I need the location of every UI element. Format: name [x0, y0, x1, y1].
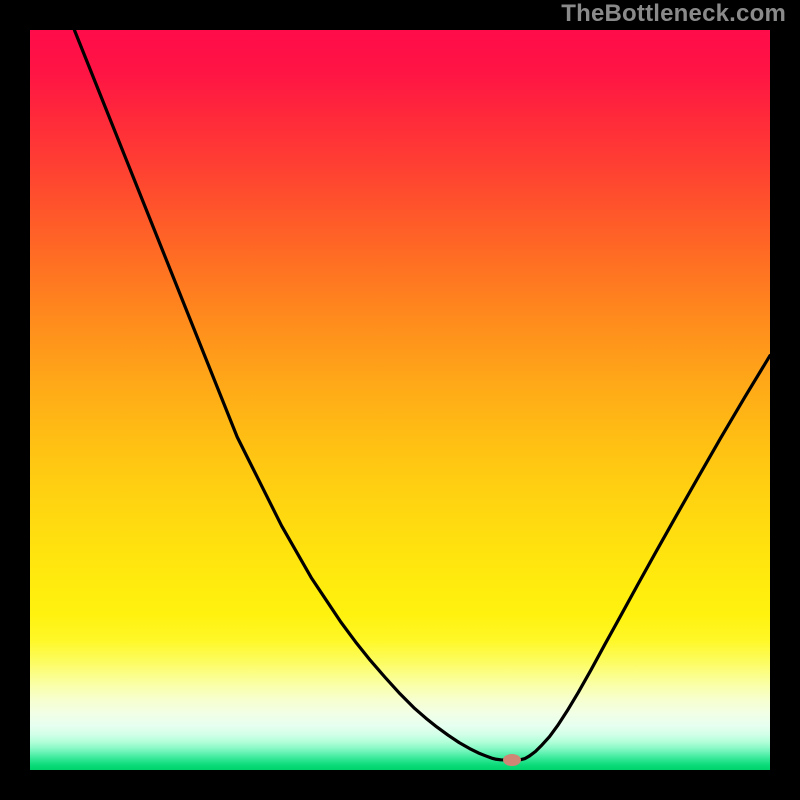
watermark-text: TheBottleneck.com [561, 0, 786, 28]
optimal-point-marker [503, 754, 521, 766]
bottleneck-chart-svg [30, 30, 770, 770]
chart-frame: TheBottleneck.com [0, 0, 800, 800]
plot-area [30, 30, 770, 770]
gradient-background [30, 30, 770, 770]
